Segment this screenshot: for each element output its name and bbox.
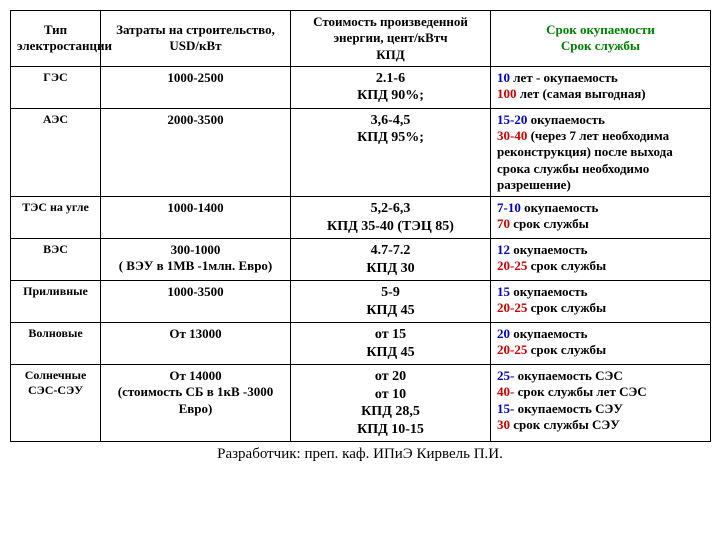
payback-text: лет - окупаемость — [510, 70, 618, 85]
energy-value: 2.1-6 — [376, 71, 405, 86]
cell-cost: От 13000 — [101, 323, 291, 365]
cell-energy: 3,6-4,5 КПД 95%; — [291, 108, 491, 196]
service-text: срок службы — [527, 258, 606, 273]
cell-payback: 20 окупаемость 20-25 срок службы — [491, 323, 711, 365]
service-text2: срок службы СЭУ — [510, 417, 620, 432]
col-header-energy: Стоимость произведенной энергии, цент/кВ… — [291, 11, 491, 67]
energy-kpd2: КПД 10-15 — [357, 422, 424, 437]
cell-payback: 12 окупаемость 20-25 срок службы — [491, 239, 711, 281]
col-header-type: Тип электростанции — [11, 11, 101, 67]
cell-energy: от 20 от 10 КПД 28,5 КПД 10-15 — [291, 365, 491, 442]
payback-text2: окупаемость СЭУ — [514, 401, 623, 416]
energy-kpd: КПД 30 — [366, 261, 414, 276]
service-num: 40- — [497, 384, 514, 399]
col-header-payback-l2: Срок службы — [561, 38, 640, 53]
payback-num: 25- — [497, 368, 514, 383]
col-header-payback: Срок окупаемости Срок службы — [491, 11, 711, 67]
payback-num: 7-10 — [497, 200, 521, 215]
col-header-payback-l1: Срок окупаемости — [546, 22, 655, 37]
cell-type: Волновые — [11, 323, 101, 365]
service-num: 20-25 — [497, 342, 527, 357]
cell-type: АЭС — [11, 108, 101, 196]
cell-energy: 5-9 КПД 45 — [291, 281, 491, 323]
service-num: 70 — [497, 216, 510, 231]
energy-kpd: КПД 95%; — [357, 130, 424, 145]
cell-energy: 4.7-7.2 КПД 30 — [291, 239, 491, 281]
payback-num: 12 — [497, 242, 510, 257]
footer-label: Разработчик: — [217, 446, 304, 462]
service-num: 20-25 — [497, 300, 527, 315]
table-row: ГЭС 1000-2500 2.1-6 КПД 90%; 10 лет - ок… — [11, 66, 711, 108]
service-num: 100 — [497, 86, 517, 101]
energy-value: 5,2-6,3 — [371, 201, 411, 216]
service-text: срок службы — [527, 342, 606, 357]
energy-value: 3,6-4,5 — [371, 113, 411, 128]
payback-num: 15-20 — [497, 112, 527, 127]
power-plant-table: Тип электростанции Затраты на строительс… — [10, 10, 711, 442]
table-header-row: Тип электростанции Затраты на строительс… — [11, 11, 711, 67]
cell-cost: 1000-2500 — [101, 66, 291, 108]
payback-text: окупаемость — [510, 242, 588, 257]
payback-text: окупаемость СЭС — [514, 368, 622, 383]
cell-type: ГЭС — [11, 66, 101, 108]
payback-text: окупаемость — [527, 112, 605, 127]
energy-value2: от 10 — [375, 387, 406, 402]
cell-cost: 1000-3500 — [101, 281, 291, 323]
cell-type: ВЭС — [11, 239, 101, 281]
cell-payback: 15 окупаемость 20-25 срок службы — [491, 281, 711, 323]
cell-energy: 2.1-6 КПД 90%; — [291, 66, 491, 108]
table-row: Волновые От 13000 от 15 КПД 45 20 окупае… — [11, 323, 711, 365]
energy-kpd: КПД 90%; — [357, 88, 424, 103]
table-row: Приливные 1000-3500 5-9 КПД 45 15 окупае… — [11, 281, 711, 323]
footer-name: преп. каф. ИПиЭ Кирвель П.И. — [304, 446, 502, 462]
payback-num: 10 — [497, 70, 510, 85]
energy-value: от 15 — [375, 327, 406, 342]
cell-payback: 10 лет - окупаемость 100 лет (самая выго… — [491, 66, 711, 108]
payback-num2: 15- — [497, 401, 514, 416]
cell-payback: 15-20 окупаемость 30-40 (через 7 лет нео… — [491, 108, 711, 196]
energy-kpd: КПД 28,5 — [361, 404, 420, 419]
cell-cost: 1000-1400 — [101, 197, 291, 239]
service-text: срок службы — [527, 300, 606, 315]
cell-cost: От 14000 (стоимость СБ в 1кВ -3000 Евро) — [101, 365, 291, 442]
cell-cost: 2000-3500 — [101, 108, 291, 196]
energy-value: от 20 — [375, 369, 406, 384]
table-row: ВЭС 300-1000 ( ВЭУ в 1МВ -1млн. Евро) 4.… — [11, 239, 711, 281]
cell-type: ТЭС на угле — [11, 197, 101, 239]
cell-energy: от 15 КПД 45 — [291, 323, 491, 365]
payback-text: окупаемость — [510, 284, 588, 299]
payback-text: окупаемость — [521, 200, 599, 215]
table-row: ТЭС на угле 1000-1400 5,2-6,3 КПД 35-40 … — [11, 197, 711, 239]
cell-type: Солнечные СЭС-СЭУ — [11, 365, 101, 442]
table-body: ГЭС 1000-2500 2.1-6 КПД 90%; 10 лет - ок… — [11, 66, 711, 441]
service-num2: 30 — [497, 417, 510, 432]
payback-num: 20 — [497, 326, 510, 341]
payback-num: 15 — [497, 284, 510, 299]
table-row: АЭС 2000-3500 3,6-4,5 КПД 95%; 15-20 оку… — [11, 108, 711, 196]
energy-kpd: КПД 45 — [366, 303, 414, 318]
service-num: 20-25 — [497, 258, 527, 273]
energy-value: 5-9 — [381, 285, 400, 300]
cell-payback: 7-10 окупаемость 70 срок службы — [491, 197, 711, 239]
service-num: 30-40 — [497, 128, 527, 143]
payback-text: окупаемость — [510, 326, 588, 341]
col-header-cost: Затраты на строительство, USD/кВт — [101, 11, 291, 67]
energy-value: 4.7-7.2 — [371, 243, 411, 258]
cell-cost: 300-1000 ( ВЭУ в 1МВ -1млн. Евро) — [101, 239, 291, 281]
service-text: срок службы лет СЭС — [514, 384, 646, 399]
energy-kpd: КПД 45 — [366, 345, 414, 360]
service-text: срок службы — [510, 216, 589, 231]
cell-energy: 5,2-6,3 КПД 35-40 (ТЭЦ 85) — [291, 197, 491, 239]
table-row: Солнечные СЭС-СЭУ От 14000 (стоимость СБ… — [11, 365, 711, 442]
cell-payback: 25- окупаемость СЭС 40- срок службы лет … — [491, 365, 711, 442]
cell-type: Приливные — [11, 281, 101, 323]
service-text: лет (самая выгодная) — [517, 86, 646, 101]
energy-kpd: КПД 35-40 (ТЭЦ 85) — [327, 219, 454, 234]
footer: Разработчик: преп. каф. ИПиЭ Кирвель П.И… — [10, 442, 710, 463]
